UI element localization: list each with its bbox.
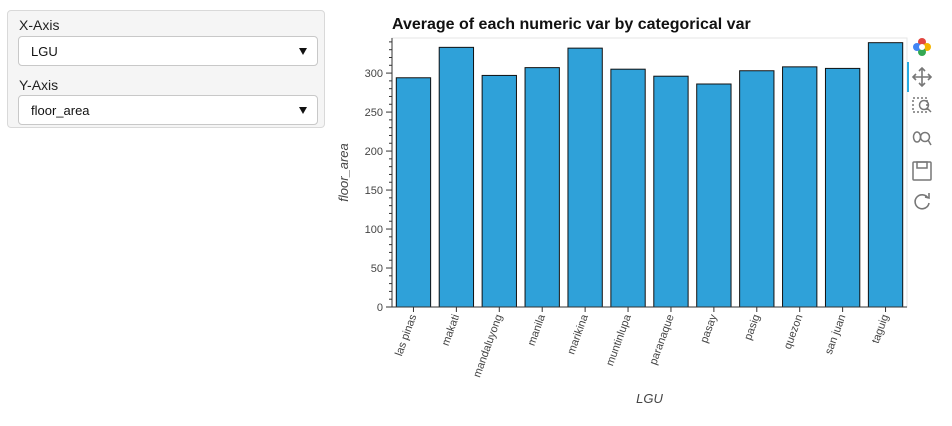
bar <box>567 47 603 308</box>
x-tick-label: makati <box>440 313 462 348</box>
wheel-zoom-icon[interactable] <box>911 128 933 150</box>
x-tick-label: pasig <box>742 313 762 342</box>
x-tick-label: manila <box>526 312 549 347</box>
bokeh-logo-icon[interactable] <box>911 36 933 58</box>
y-tick-label: 250 <box>365 107 383 119</box>
x-tick-label: paranaque <box>648 313 677 367</box>
y-axis-label: Y-Axis <box>19 77 59 93</box>
plot-toolbar <box>907 36 937 216</box>
x-tick-label: muntinlupa <box>604 312 634 368</box>
x-axis-title: LGU <box>636 391 663 406</box>
chevron-down-icon <box>299 48 307 55</box>
bar <box>824 67 861 308</box>
x-tick-label: marikina <box>565 312 591 356</box>
y-axis-select[interactable]: floor_area <box>18 95 318 125</box>
reset-icon[interactable] <box>911 190 933 212</box>
save-icon[interactable] <box>911 160 933 182</box>
toolbar-active-marker <box>907 62 909 92</box>
chevron-down-icon <box>299 107 307 114</box>
y-tick-label: 100 <box>365 224 383 236</box>
pan-icon[interactable] <box>911 66 933 88</box>
x-tick-label: quezon <box>782 313 806 351</box>
y-tick-label: 0 <box>377 302 383 314</box>
bar <box>867 42 904 308</box>
bar <box>782 66 818 308</box>
x-axis-select-value: LGU <box>31 44 58 59</box>
bar <box>739 70 775 308</box>
y-tick-label: 200 <box>365 146 383 158</box>
x-axis-select[interactable]: LGU <box>18 36 318 66</box>
bar <box>395 77 432 308</box>
x-axis-label: X-Axis <box>19 17 60 33</box>
y-tick-label: 150 <box>365 185 383 197</box>
y-axis-title: floor_area <box>336 143 351 202</box>
widget-panel: X-Axis LGU Y-Axis floor_area <box>7 10 325 128</box>
x-tick-label: pasay <box>698 312 719 344</box>
x-tick-label: san juan <box>823 313 849 356</box>
y-tick-label: 300 <box>365 68 383 80</box>
x-tick-label: mandaluyong <box>471 313 505 379</box>
bar-chart: 0 50 100 150 200 250 300 las pinas makati mandalu… <box>336 37 908 406</box>
bar <box>610 68 646 308</box>
bar <box>653 75 689 308</box>
y-axis-select-value: floor_area <box>31 103 90 118</box>
x-tick-label: las pinas <box>393 312 419 357</box>
box-zoom-icon[interactable] <box>911 96 933 118</box>
bar <box>524 67 560 308</box>
bar <box>481 74 517 308</box>
bar <box>438 46 475 308</box>
plot-title: Average of each numeric var by categoric… <box>392 16 751 33</box>
y-tick-label: 50 <box>371 263 383 275</box>
bar <box>696 83 732 308</box>
x-tick-label: taguig <box>870 313 892 345</box>
